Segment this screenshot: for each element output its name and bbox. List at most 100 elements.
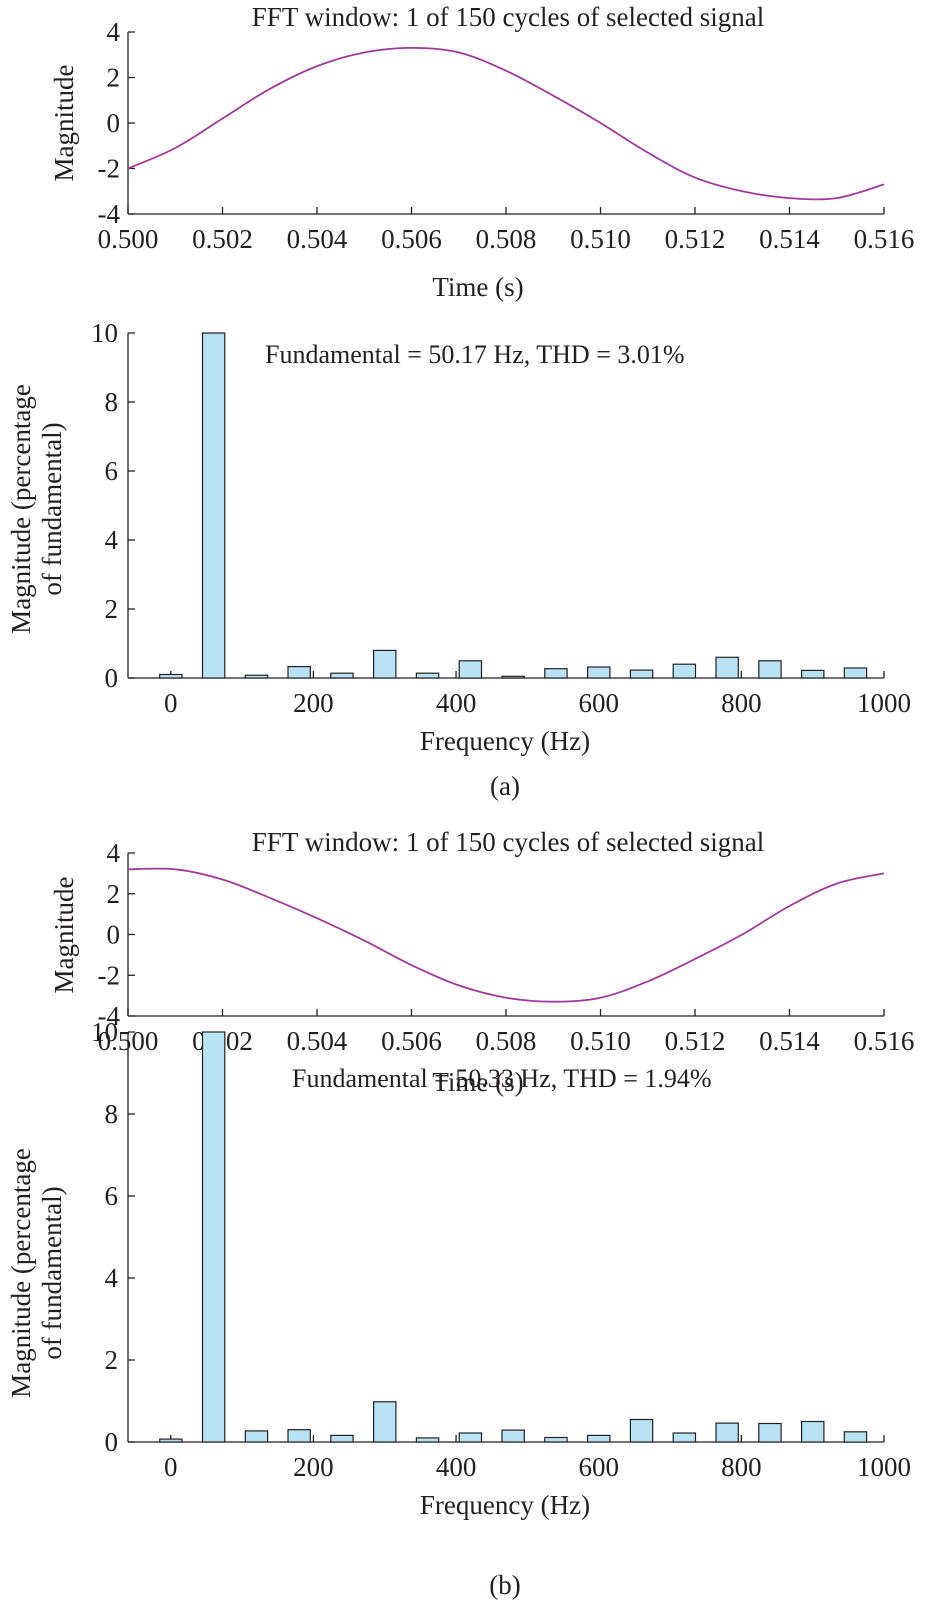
panel-b-bar-ytick-label: 6	[105, 1181, 119, 1211]
panel-a-bar-xtick-label: 200	[293, 688, 334, 718]
panel-a-bar-ytick-label: 10	[91, 318, 118, 348]
panel-a-bar-xlabel: Frequency (Hz)	[420, 726, 590, 756]
panel-b-time-signal-line	[127, 867, 885, 1003]
panel-a-bar-bar	[843, 667, 868, 679]
panel-b-spectrum: Fundamental = 50.33 Hz, THD = 1.94% Magn…	[6, 1017, 911, 1600]
panel-b-bar-bar	[330, 1434, 354, 1443]
panel-a-bar-bar	[330, 672, 354, 679]
panel-a-bar-xtick-label: 0	[164, 688, 178, 718]
panel-a-bar-bar	[458, 660, 483, 679]
panel-b-bar-xtick-label: 600	[578, 1452, 619, 1482]
panel-a-bar-ytick-label: 4	[105, 525, 119, 555]
panel-b-bar-ytick-label: 4	[105, 1263, 119, 1293]
panel-a-time-ylabel: Magnitude	[49, 64, 79, 181]
panel-a-bar-ytick-label: 6	[105, 456, 119, 486]
panel-b-bar-bar	[629, 1418, 654, 1443]
panel-a-bar-ylabel-line1: Magnitude (percentage	[6, 384, 36, 634]
panel-b-bar-xlabel: Frequency (Hz)	[420, 1490, 590, 1520]
panel-b-time-xtick-label: 0.504	[287, 1026, 348, 1056]
panel-b-bar-ylabel-line2: of fundamental)	[37, 1186, 67, 1359]
panel-b-time-ytick-label: 0	[107, 920, 121, 950]
panel-a-time-xtick-label: 0.506	[381, 224, 442, 254]
panel-b-time-xtick-label: 0.512	[665, 1026, 726, 1056]
panel-b-bar-xtick-label: 400	[436, 1452, 477, 1482]
panel-a-bar-bar	[159, 673, 183, 679]
panel-a-time-ytick-label: 4	[107, 17, 121, 47]
panel-a-time-xtick-label: 0.504	[287, 224, 348, 254]
panel-b-bar-bar	[586, 1434, 611, 1443]
panel-b-bar-ytick-label: 0	[105, 1427, 119, 1457]
panel-a-time-xlabel: Time (s)	[432, 272, 523, 302]
panel-b-bar-ytick-label: 2	[105, 1345, 119, 1375]
panel-a-bar-bar	[244, 674, 269, 679]
panel-a-annotation: Fundamental = 50.17 Hz, THD = 3.01%	[265, 340, 685, 369]
panel-b-bar-ytick-label: 10	[91, 1017, 118, 1047]
panel-a-bar-ylabel-line2: of fundamental)	[37, 422, 67, 595]
panel-b-caption: (b)	[489, 1570, 520, 1600]
panel-b-time-xtick-label: 0.506	[381, 1026, 442, 1056]
panel-b-bar-xtick-label: 200	[293, 1452, 334, 1482]
panel-a-bar-bar	[715, 656, 739, 679]
panel-a-time-ytick-label: -2	[98, 154, 121, 184]
panel-b-time-xtick-label: 0.516	[854, 1026, 915, 1056]
panel-a-bar-bar	[800, 669, 825, 679]
panel-a-bar-bar	[201, 332, 226, 679]
panel-b-bar-bar	[715, 1422, 739, 1443]
panel-a-bar-bar	[586, 666, 611, 679]
panel-b-time-plot: FFT window: 1 of 150 cycles of selected …	[49, 827, 914, 1097]
panel-a-bar-bar	[501, 675, 525, 679]
panel-b-bar-bar	[501, 1429, 525, 1443]
panel-a-time-title: FFT window: 1 of 150 cycles of selected …	[252, 2, 764, 32]
panel-b-bar-ylabel-line1: Magnitude (percentage	[6, 1148, 36, 1398]
panel-b-time-ytick-label: 2	[107, 879, 121, 909]
panel-b-time-ylabel: Magnitude	[49, 876, 79, 993]
panel-a-time-xtick-label: 0.510	[570, 224, 631, 254]
panel-a-bar-bar	[672, 663, 697, 679]
panel-a-time-xtick-label: 0.516	[854, 224, 915, 254]
panel-a-spectrum: Fundamental = 50.17 Hz, THD = 3.01% Magn…	[6, 318, 911, 801]
panel-b-bar-bar	[415, 1437, 440, 1443]
panel-b-bar-bar	[458, 1432, 483, 1443]
panel-b-bar-bar	[373, 1401, 397, 1443]
panel-a-time-xtick-label: 0.500	[98, 224, 159, 254]
panel-a-time-xtick-label: 0.502	[192, 224, 253, 254]
panel-b-time-ytick-label: -4	[98, 1001, 121, 1031]
panel-b-bar-bar	[159, 1438, 183, 1443]
panel-a-bar-bar	[629, 669, 654, 679]
panel-a-time-ytick-label: 0	[107, 108, 121, 138]
panel-b-bar-bar	[758, 1422, 782, 1443]
panel-a-time-ytick-label: 2	[107, 63, 121, 93]
panel-a-time-xtick-label: 0.512	[665, 224, 726, 254]
panel-a-time-xtick-label: 0.514	[759, 224, 820, 254]
panel-a-bar-ytick-label: 8	[105, 387, 119, 417]
panel-b-time-xlabel: Time (s)	[432, 1067, 523, 1097]
panel-a-bar-xtick-label: 1000	[857, 688, 911, 718]
panel-a-bar-bar	[544, 668, 568, 679]
panel-b-time-xtick-label: 0.508	[476, 1026, 537, 1056]
panel-a-bar-bar	[287, 665, 311, 679]
panel-a-bar-bar	[758, 660, 782, 679]
panel-b-time-ytick-label: 4	[107, 838, 121, 868]
panel-a-time-signal-line	[127, 46, 885, 201]
panel-b-time-xtick-label: 0.514	[759, 1026, 820, 1056]
panel-b-bar-xtick-label: 0	[164, 1452, 178, 1482]
panel-a-bar-ytick-label: 0	[105, 663, 119, 693]
panel-b-bar-bar	[544, 1436, 568, 1443]
panel-a-bar-bar	[373, 649, 397, 679]
panel-b-bar-ytick-label: 8	[105, 1099, 119, 1129]
panel-b-time-title: FFT window: 1 of 150 cycles of selected …	[252, 827, 764, 857]
panel-a-bar-xtick-label: 800	[721, 688, 762, 718]
panel-a-caption: (a)	[490, 771, 520, 801]
panel-a-time-xtick-label: 0.508	[476, 224, 537, 254]
panel-a-time-ytick-label: -4	[98, 199, 121, 229]
panel-b-bar-bar	[672, 1432, 697, 1443]
panel-b-bar-xtick-label: 800	[721, 1452, 762, 1482]
panel-a-bar-xtick-label: 600	[578, 688, 619, 718]
panel-b-bar-bar	[244, 1430, 269, 1443]
panel-b-time-xtick-label: 0.510	[570, 1026, 631, 1056]
panel-a-bar-bar	[415, 672, 440, 679]
panel-a-bar-xtick-label: 400	[436, 688, 477, 718]
panel-b-bar-xtick-label: 1000	[857, 1452, 911, 1482]
panel-b-time-ytick-label: -2	[98, 960, 121, 990]
